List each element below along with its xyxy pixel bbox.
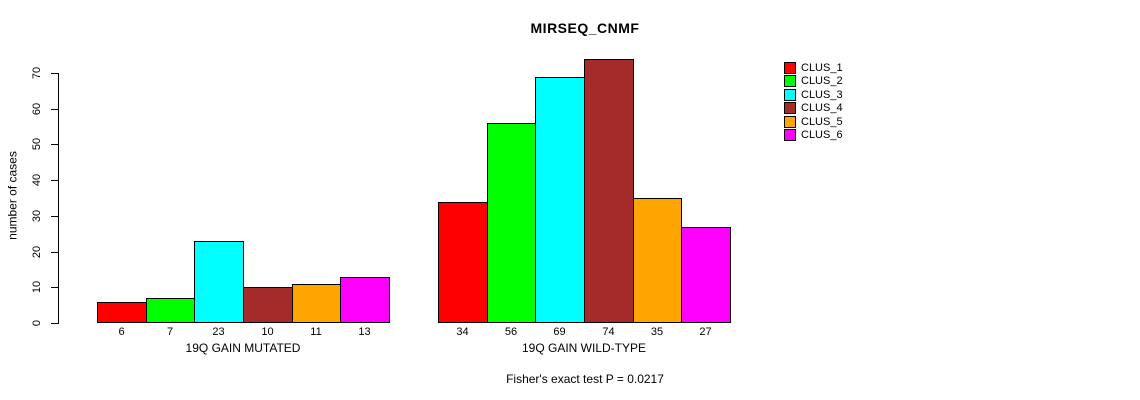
bar-clus_6-group2 xyxy=(681,227,731,323)
x-axis-group-label: 19Q GAIN MUTATED xyxy=(185,341,301,355)
legend-item-clus_6: CLUS_6 xyxy=(784,129,884,142)
y-tick-mark xyxy=(51,180,59,182)
legend-item-clus_2: CLUS_2 xyxy=(784,75,884,88)
y-tick-label: 10 xyxy=(31,281,43,294)
y-tick-mark xyxy=(51,215,59,217)
legend-label: CLUS_6 xyxy=(801,129,843,141)
legend-item-clus_1: CLUS_1 xyxy=(784,62,884,75)
y-tick-label: 0 xyxy=(31,319,43,327)
bar-value-label: 23 xyxy=(212,326,225,338)
y-tick-mark xyxy=(51,323,59,324)
bar-clus_1-group2 xyxy=(438,202,488,323)
bar-clus_2-group1 xyxy=(146,298,195,323)
bar-clus_4-group1 xyxy=(243,287,293,323)
y-tick-label: 60 xyxy=(31,102,43,115)
y-axis-line xyxy=(58,73,59,324)
legend: CLUS_1 CLUS_2 CLUS_3 CLUS_4 CLUS_5 CLUS_6 xyxy=(784,62,884,152)
bar-clus_1-group1 xyxy=(97,302,147,323)
bar-clus_2-group2 xyxy=(487,123,536,323)
bar-value-label: 34 xyxy=(456,326,469,338)
y-axis-label: number of cases xyxy=(5,151,20,240)
bar-clus_3-group2 xyxy=(535,77,585,323)
y-tick-mark xyxy=(51,108,59,110)
y-tick-label: 20 xyxy=(31,245,43,258)
bar-value-label: 6 xyxy=(118,326,125,338)
y-tick-mark xyxy=(51,287,59,289)
legend-label: CLUS_4 xyxy=(801,102,843,115)
legend-label: CLUS_2 xyxy=(801,75,843,88)
legend-swatch-icon xyxy=(784,102,796,115)
bar-value-label: 10 xyxy=(261,326,274,338)
bar-value-label: 74 xyxy=(602,326,615,338)
bar-clus_3-group1 xyxy=(194,241,244,323)
x-axis-group-label: 19Q GAIN WILD-TYPE xyxy=(521,341,647,355)
bar-clus_4-group2 xyxy=(584,59,634,323)
bar-value-label: 27 xyxy=(699,326,712,338)
chart-title: MIRSEQ_CNMF xyxy=(530,20,640,36)
legend-swatch-icon xyxy=(784,129,796,141)
legend-label: CLUS_1 xyxy=(801,62,843,74)
y-tick-mark xyxy=(51,73,59,74)
legend-swatch-icon xyxy=(784,62,796,74)
bar-value-label: 13 xyxy=(358,326,371,338)
y-tick-label: 30 xyxy=(31,209,43,222)
fisher-test-annotation: Fisher's exact test P = 0.0217 xyxy=(506,372,664,386)
bar-value-label: 11 xyxy=(310,326,322,338)
y-tick-label: 70 xyxy=(31,66,43,80)
legend-swatch-icon xyxy=(784,115,796,128)
bar-value-label: 35 xyxy=(650,326,664,338)
y-tick-label: 40 xyxy=(31,174,43,187)
legend-item-clus_5: CLUS_5 xyxy=(784,115,884,129)
bar-clus_5-group2 xyxy=(633,198,682,323)
legend-item-clus_3: CLUS_3 xyxy=(784,88,884,102)
bar-clus_5-group1 xyxy=(292,284,341,323)
bar-value-label: 69 xyxy=(553,326,566,338)
legend-label: CLUS_3 xyxy=(801,88,843,101)
y-tick-label: 50 xyxy=(31,138,43,151)
y-tick-mark xyxy=(51,144,59,146)
legend-label: CLUS_5 xyxy=(801,115,843,128)
bar-value-label: 56 xyxy=(504,326,518,338)
legend-swatch-icon xyxy=(784,88,796,101)
legend-swatch-icon xyxy=(784,75,796,88)
bar-clus_6-group1 xyxy=(340,277,390,323)
bar-value-label: 7 xyxy=(166,326,174,338)
y-tick-mark xyxy=(51,251,59,253)
legend-item-clus_4: CLUS_4 xyxy=(784,102,884,115)
